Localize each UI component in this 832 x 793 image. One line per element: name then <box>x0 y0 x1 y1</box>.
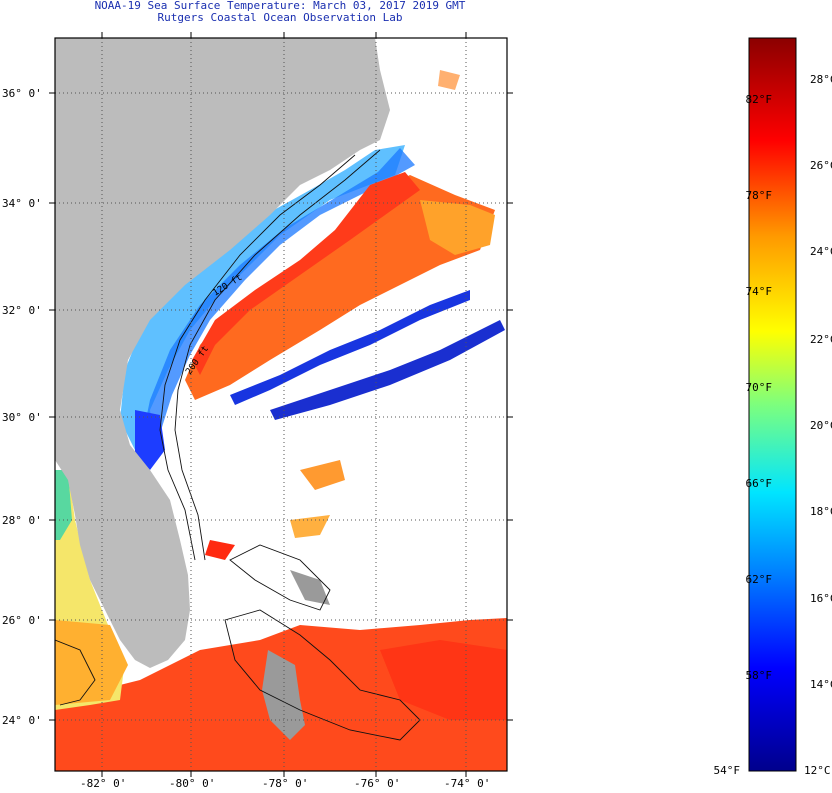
cbar-c-22: 22°C <box>810 333 832 346</box>
sst-patch-a <box>300 460 345 490</box>
lat-label-32: 32° 0' <box>2 304 42 317</box>
sst-filament-2 <box>270 320 505 420</box>
cbar-f-74: 74°F <box>745 285 773 298</box>
lat-label-36: 36° 0' <box>2 87 42 100</box>
cbar-f-58: 58°F <box>745 669 773 682</box>
land-abaco <box>290 570 330 605</box>
cbar-c-28: 28°C <box>810 73 832 86</box>
isobath-gulf <box>55 639 96 706</box>
sst-patch-c <box>290 515 330 538</box>
cbar-f-70: 70°F <box>745 381 773 394</box>
sst-gulf-mexico-south <box>55 620 128 705</box>
cbar-c-26: 26°C <box>810 159 832 172</box>
lat-label-34: 34° 0' <box>2 197 42 210</box>
cbar-f-78: 78°F <box>745 189 773 202</box>
cbar-c-20: 20°C <box>810 419 832 432</box>
lat-label-28: 28° 0' <box>2 514 42 527</box>
lon-label-82: -82° 0' <box>80 777 127 790</box>
sst-gulf-stream <box>185 175 495 400</box>
cbar-c-24: 24°C <box>810 245 832 258</box>
cbar-c-14: 14°C <box>810 678 832 691</box>
sst-gulf-stream-core <box>192 172 420 375</box>
lon-label-80: -80° 0' <box>169 777 216 790</box>
cbar-c-18: 18°C <box>810 505 832 518</box>
cbar-c-16: 16°C <box>810 592 832 605</box>
map-subtitle: Rutgers Coastal Ocean Observation Lab <box>157 11 403 24</box>
sst-warm-eddy <box>420 200 495 255</box>
frame-ticks <box>49 32 513 777</box>
isobath-bahama-bank-north <box>229 544 331 611</box>
lon-label-74: -74° 0' <box>444 777 491 790</box>
map-title: NOAA-19 Sea Surface Temperature: March 0… <box>94 0 466 12</box>
sst-cold-edge <box>140 148 415 448</box>
sst-patch-b <box>205 540 235 560</box>
colorbar <box>748 37 797 772</box>
lon-label-78: -78° 0' <box>262 777 309 790</box>
sst-gulf-mexico-north <box>55 470 72 540</box>
lat-label-24: 24° 0' <box>2 714 42 727</box>
lon-label-76: -76° 0' <box>354 777 401 790</box>
sst-filament-1 <box>230 290 470 405</box>
land-mainland <box>55 38 390 668</box>
sst-cold-patch <box>135 410 165 470</box>
lat-label-30: 30° 0' <box>2 411 42 424</box>
cbar-f-82: 82°F <box>745 93 773 106</box>
sst-patch-d <box>438 70 460 90</box>
cbar-c-12: 12°C <box>804 764 831 777</box>
cbar-f-62: 62°F <box>745 573 773 586</box>
lat-label-26: 26° 0' <box>2 614 42 627</box>
graticule <box>55 38 507 771</box>
cbar-f-66: 66°F <box>745 477 773 490</box>
isobath-line-1 <box>159 154 356 561</box>
cbar-f-54: 54°F <box>713 764 741 777</box>
map-frame <box>54 37 508 772</box>
sst-south-core <box>380 640 507 720</box>
